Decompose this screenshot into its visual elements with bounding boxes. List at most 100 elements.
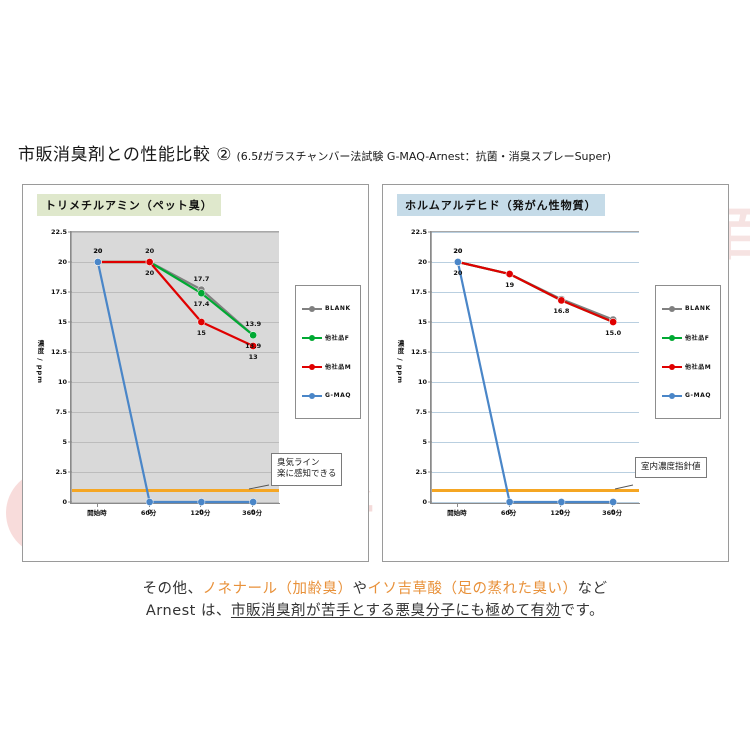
page-title: 市販消臭剤との性能比較 ② (6.5ℓガラスチャンバー法試験 G-MAQ-Arn… (18, 140, 611, 165)
gridline (432, 262, 639, 263)
chart-annotation-callout: 室内濃度指針値 (635, 457, 707, 479)
y-tick-mark (428, 441, 432, 443)
y-axis-title-left: 濃度 / ppm (36, 340, 44, 384)
data-point (197, 318, 206, 326)
footer-l2-c: です。 (560, 603, 605, 620)
callout-line-1: 室内濃度指針値 (641, 462, 701, 472)
x-tick-label: 60分 (500, 509, 517, 517)
y-tick-mark (428, 321, 432, 323)
y-tick-label: 20 (417, 258, 427, 266)
chart-title-left: トリメチルアミン（ペット臭） (37, 194, 221, 216)
legend-marker-icon (302, 391, 322, 400)
data-point-label: 16.8 (553, 307, 570, 316)
y-tick-mark (428, 261, 432, 263)
data-point (505, 270, 514, 278)
footer-l1-c: や (352, 581, 368, 597)
x-tick-label: 120分 (550, 509, 571, 517)
data-point-label: 20 (453, 269, 463, 277)
chart-legend: BLANK 他社品F 他社品M G-MAQ (655, 285, 721, 419)
chart-annotation-callout: 臭気ライン 楽に感知できる (271, 453, 343, 486)
legend-label: BLANK (325, 305, 351, 312)
y-axis-title-right: 濃度 / ppm (396, 340, 404, 384)
legend-label: 他社品M (685, 364, 712, 371)
y-tick-mark (68, 261, 72, 263)
data-point-label: 0 (147, 508, 152, 516)
data-point (145, 498, 154, 506)
x-tick-label: 60分 (140, 509, 157, 517)
y-tick-mark (68, 471, 72, 473)
y-tick-mark (428, 351, 432, 353)
footer-l1-a: その他、 (142, 581, 203, 597)
y-tick-mark (68, 381, 72, 383)
data-point (505, 498, 514, 506)
gridline (432, 442, 639, 443)
legend-item-他社品m[interactable]: 他社品M (298, 352, 358, 381)
y-tick-mark (68, 351, 72, 353)
data-point (249, 331, 257, 340)
series-line (97, 260, 254, 347)
legend-marker-icon (302, 333, 322, 342)
x-tick-label: 開始時 (87, 509, 107, 517)
x-tick-label: 360分 (242, 509, 263, 517)
footer-line-2: Arnest は、市販消臭剤が苦手とする悪臭分子にも極めて有効です。 (0, 600, 750, 622)
y-tick-mark (68, 291, 72, 293)
data-point (197, 289, 206, 298)
gridline (72, 412, 279, 413)
x-tick-mark (96, 503, 98, 507)
y-tick-mark (68, 231, 72, 233)
y-tick-mark (428, 231, 432, 233)
legend-item-g-maq[interactable]: G-MAQ (658, 381, 718, 410)
y-tick-mark (428, 411, 432, 413)
series-layer (94, 258, 257, 506)
y-axis-right (430, 231, 431, 504)
series-line (96, 261, 254, 504)
gridline (72, 382, 279, 383)
data-point (454, 258, 462, 266)
y-tick-mark (68, 441, 72, 443)
y-tick-label: 5 (422, 438, 427, 446)
y-tick-mark (428, 381, 432, 383)
legend-item-他社品m[interactable]: 他社品M (658, 352, 718, 381)
data-point-label: 19 (505, 281, 515, 289)
data-point (94, 258, 102, 266)
legend-item-他社品f[interactable]: 他社品F (298, 323, 358, 352)
data-point-label: 20 (453, 247, 463, 255)
y-tick-label: 22.5 (50, 228, 67, 236)
data-point (609, 498, 617, 506)
legend-item-blank[interactable]: BLANK (658, 294, 718, 323)
legend-item-blank[interactable]: BLANK (298, 294, 358, 323)
legend-marker-icon (662, 333, 682, 342)
y-axis-left (70, 231, 71, 504)
y-tick-label: 7.5 (415, 408, 427, 416)
footer-line-1: その他、ノネナール（加齢臭）やイソ吉草酸（足の蒸れた臭い）など (0, 578, 750, 600)
data-point-label: 0 (507, 508, 512, 516)
threshold-guideline (72, 488, 279, 492)
series-line (457, 260, 614, 324)
data-point-label: 15 (196, 329, 206, 337)
gridline (432, 382, 639, 383)
legend-label: 他社品M (325, 364, 352, 371)
threshold-guideline (432, 488, 639, 492)
y-tick-label: 22.5 (410, 228, 427, 236)
data-point (609, 318, 617, 326)
legend-item-g-maq[interactable]: G-MAQ (298, 381, 358, 410)
legend-item-他社品f[interactable]: 他社品F (658, 323, 718, 352)
legend-marker-icon (302, 362, 322, 371)
y-tick-label: 12.5 (410, 348, 427, 356)
x-tick-label: 360分 (602, 509, 623, 517)
chart-title-right: ホルムアルデヒド（発がん性物質） (397, 194, 605, 216)
y-tick-label: 17.5 (410, 288, 427, 296)
legend-label: G-MAQ (325, 392, 352, 399)
y-tick-label: 12.5 (50, 348, 67, 356)
series-line (456, 261, 614, 504)
plot-area-left: 0 2.5 5 7.5 10 12.5 15 17.5 20 22.5 20 20 17.7 13.9 17… (51, 228, 279, 516)
y-tick-label: 7.5 (55, 408, 67, 416)
data-point (249, 498, 257, 506)
data-point-label: 0 (559, 508, 564, 516)
legend-label: BLANK (685, 305, 711, 312)
data-point-label: 17.4 (193, 300, 210, 309)
callout-leader-line (248, 484, 270, 490)
gridline (72, 262, 279, 263)
gridline (432, 232, 639, 233)
y-tick-label: 10 (417, 378, 427, 386)
